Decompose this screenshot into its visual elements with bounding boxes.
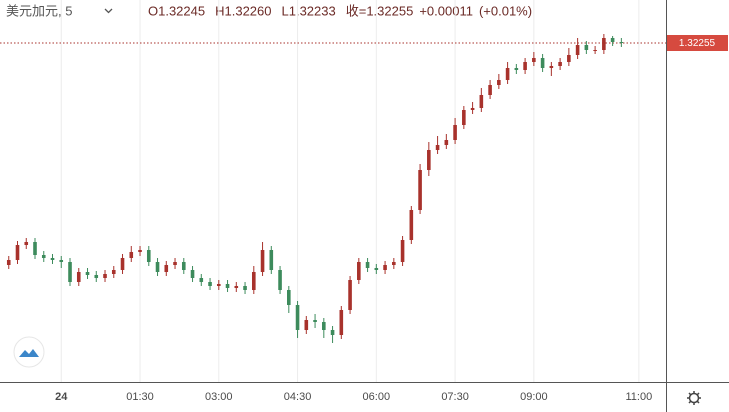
symbol-caret[interactable] [104, 8, 113, 14]
logo-mark [19, 349, 39, 357]
gear-teeth [687, 391, 701, 405]
candle-body [251, 272, 256, 290]
candle-body [523, 62, 527, 70]
candle-body [470, 108, 475, 110]
candle-body [24, 242, 29, 245]
x-tick-label: 07:30 [441, 391, 469, 403]
candle-body [348, 280, 352, 310]
candle-body [339, 310, 344, 335]
candle-body [549, 66, 554, 68]
candle-body [15, 245, 20, 260]
candle-body [287, 290, 291, 305]
candle-body [33, 242, 37, 255]
candle-body [357, 262, 361, 280]
candle-body [453, 125, 457, 140]
candle-body [260, 250, 265, 272]
candle-body [304, 320, 309, 330]
current-price-label: 1.32255 [679, 38, 716, 49]
candle-body [181, 262, 186, 270]
candle-body [155, 262, 160, 272]
candle-body [120, 258, 125, 270]
candle-body [164, 265, 169, 272]
symbol[interactable]: 美元加元, 5 [6, 3, 72, 18]
candle-body [190, 270, 195, 278]
settings-icon[interactable] [687, 391, 701, 405]
candle-body [243, 286, 247, 290]
candle-body [146, 250, 151, 262]
candle-body [610, 38, 615, 42]
candle-body [567, 55, 571, 62]
ohlc-legend: O1.32245 H1.32260 L1.32233 收=1.32255 +0.0001… [148, 3, 532, 18]
candle-body [208, 282, 212, 286]
candle-body [129, 252, 134, 258]
current-price-box [667, 35, 728, 51]
candle-body [444, 140, 449, 145]
candle-body [584, 45, 589, 50]
candle-body [313, 320, 317, 322]
candle-body [505, 68, 510, 80]
candle-body [234, 286, 239, 288]
ohlc-value: (+0.01%) [479, 3, 532, 18]
x-tick-label: 09:00 [520, 391, 548, 403]
candle-body [558, 62, 562, 66]
candle-body [462, 110, 466, 125]
candle-body [330, 330, 335, 335]
candle-body [418, 170, 422, 210]
candle-body [479, 95, 484, 108]
ohlc-value: 收=1.32255 [346, 3, 414, 18]
candle-body [497, 80, 501, 85]
candle-body [619, 42, 624, 43]
x-tick-label: 11:00 [626, 391, 653, 403]
candle-body [593, 50, 597, 51]
candle-body [540, 58, 545, 68]
candle-body [383, 265, 387, 270]
candle-body [59, 260, 64, 262]
candle-body [409, 210, 414, 240]
x-tick-label: 04:30 [284, 391, 312, 403]
candle-body [225, 284, 230, 288]
candle-body [575, 45, 580, 55]
candle-body [173, 262, 177, 265]
candle-body [392, 262, 396, 265]
candle-body [427, 150, 431, 170]
candle-body [374, 268, 379, 270]
candle-body [514, 68, 519, 70]
candle-body [6, 260, 11, 265]
candle-body [295, 305, 300, 330]
candle-body [278, 270, 282, 290]
candle-body [216, 284, 221, 286]
candle-body [76, 272, 81, 282]
candle-body [68, 262, 72, 282]
candle-body [532, 58, 536, 62]
ohlc-value: O1.32245 [148, 3, 205, 18]
candle-body [50, 258, 55, 260]
x-tick-label: 06:00 [363, 391, 391, 403]
logo[interactable] [13, 336, 45, 368]
candle-body [322, 322, 326, 330]
candle-body [103, 274, 107, 278]
x-tick-label: 24 [55, 391, 68, 403]
candle-body [488, 85, 492, 95]
candle-body [602, 38, 606, 50]
candle-body [94, 275, 99, 278]
candle-body [41, 255, 46, 258]
candle-body [435, 145, 440, 150]
candle-body [111, 270, 116, 274]
ohlc-value: H1.32260 [215, 3, 271, 18]
x-tick-label: 01:30 [126, 391, 154, 403]
candle-body [85, 272, 90, 275]
candle-body [400, 240, 405, 262]
candle-body [199, 278, 204, 282]
logo-circle [13, 336, 45, 368]
x-tick-label: 03:00 [205, 391, 233, 403]
candle-body [269, 250, 274, 270]
ohlc-value: +0.00011 [419, 3, 473, 18]
candle-body [138, 250, 142, 252]
candle-body [365, 262, 370, 268]
ohlc-value: L1.32233 [282, 3, 336, 18]
